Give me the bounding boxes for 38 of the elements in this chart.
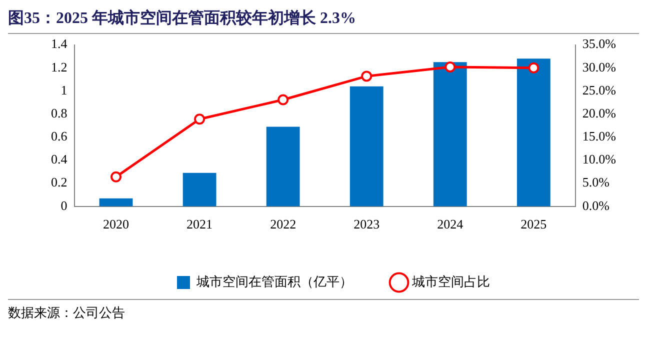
- point: [194, 114, 206, 125]
- x-tick-label: 2023: [354, 216, 380, 232]
- x-tick-label: 2021: [186, 216, 213, 232]
- bar: [350, 86, 384, 206]
- y2-tick-label: 10.0%: [582, 152, 616, 167]
- y2-tick-label: 30.0%: [582, 59, 616, 74]
- y-tick-label: 0: [60, 198, 68, 213]
- y-tick-label: 1.2: [51, 59, 68, 74]
- legend-label: 城市空间在管面积（亿平）: [196, 274, 352, 289]
- point: [110, 171, 122, 182]
- bar: [433, 62, 467, 206]
- point: [444, 61, 456, 72]
- y-tick-label: 0.8: [51, 105, 68, 120]
- y-tick-label: 1: [60, 82, 68, 98]
- point: [278, 94, 289, 106]
- point: [528, 62, 540, 74]
- bar: [182, 172, 216, 206]
- legend-label: 城市空间占比: [411, 274, 490, 289]
- y2-tick-label: 25.0%: [582, 82, 616, 98]
- y2-tick-label: 20.0%: [582, 105, 616, 120]
- y-tick-label: 0.2: [51, 174, 68, 190]
- y-tick-label: 0.6: [51, 128, 68, 144]
- x-tick-label: 2024: [437, 216, 464, 232]
- chart-title: 图35：2025 年城市空间在管面积较年初增长 2.3%: [8, 8, 639, 34]
- x-tick-label: 2025: [520, 216, 547, 232]
- bar: [266, 126, 300, 206]
- y2-tick-label: 0.0%: [582, 198, 610, 213]
- point: [361, 70, 372, 82]
- bar: [516, 58, 550, 206]
- x-tick-label: 2020: [103, 216, 130, 232]
- x-tick-label: 2022: [270, 216, 296, 232]
- y-tick-label: 1.4: [51, 36, 68, 52]
- y2-tick-label: 35.0%: [582, 36, 616, 52]
- y-tick-label: 0.4: [51, 152, 68, 167]
- source-note: 数据来源：公司公告: [8, 299, 639, 322]
- y2-tick-label: 15.0%: [582, 128, 616, 144]
- bar: [99, 198, 133, 206]
- y2-tick-label: 5.0%: [582, 174, 610, 190]
